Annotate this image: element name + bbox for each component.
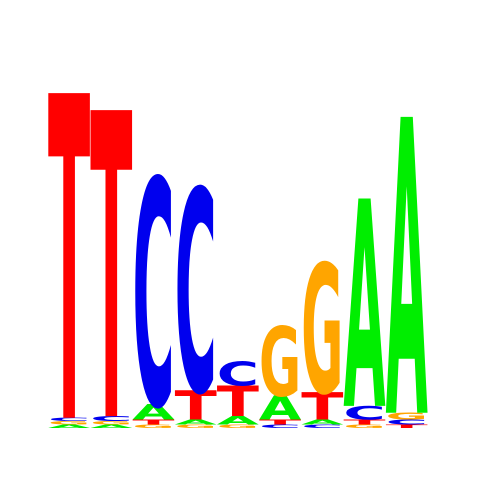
logo-letter-G-pos-2: G — [90, 420, 132, 425]
logo-letter-C-pos-2: C — [90, 415, 132, 423]
logo-letter-G-pos-4: G — [175, 424, 217, 429]
logo-letter-T-pos-5: T — [217, 378, 259, 426]
logo-letter-A-pos-2: A — [90, 424, 132, 429]
logo-letter-A-pos-5: A — [217, 414, 260, 428]
logo-letter-T-pos-9: T — [386, 424, 428, 429]
logo-letter-T-pos-3: T — [132, 418, 174, 426]
logo-letter-A-pos-3: A — [132, 400, 174, 424]
logo-letter-A-pos-4: A — [175, 418, 217, 426]
logo-letter-C-pos-8: C — [343, 402, 385, 424]
logo-letter-C-pos-1: C — [48, 417, 90, 422]
logo-letter-G-pos-3: G — [132, 424, 174, 429]
logo-letter-T-pos-2: T — [90, 27, 133, 480]
logo-letter-G-pos-9: G — [386, 411, 428, 422]
logo-letter-T-pos-7: T — [301, 386, 343, 429]
logo-letter-G-pos-6: G — [259, 309, 301, 420]
logo-letter-T-pos-4: T — [175, 384, 218, 430]
logo-letter-T-pos-8: T — [343, 418, 385, 426]
logo-letter-C-pos-5: C — [217, 356, 259, 394]
logo-letter-C-pos-6: C — [259, 424, 301, 429]
logo-letter-C-pos-3: C — [132, 116, 174, 478]
logo-letter-G-pos-5: G — [217, 424, 259, 429]
logo-letter-A-pos-6: A — [259, 389, 301, 428]
logo-letter-A-pos-9: A — [386, 37, 429, 480]
logo-letter-T-pos-6: T — [259, 418, 301, 426]
logo-letter-C-pos-7: C — [301, 424, 343, 429]
logo-letter-G-pos-7: G — [301, 228, 343, 434]
logo-letter-A-pos-7: A — [301, 418, 343, 426]
logo-letter-A-pos-1: A — [48, 424, 90, 429]
logo-letter-C-pos-9: C — [386, 418, 428, 426]
logo-letter-T-pos-1: T — [48, 5, 91, 480]
logo-letter-C-pos-4: C — [175, 134, 217, 457]
logo-letter-A-pos-8: A — [343, 143, 385, 474]
logo-letter-G-pos-1: G — [48, 420, 90, 425]
logo-letter-G-pos-8: G — [343, 424, 385, 429]
